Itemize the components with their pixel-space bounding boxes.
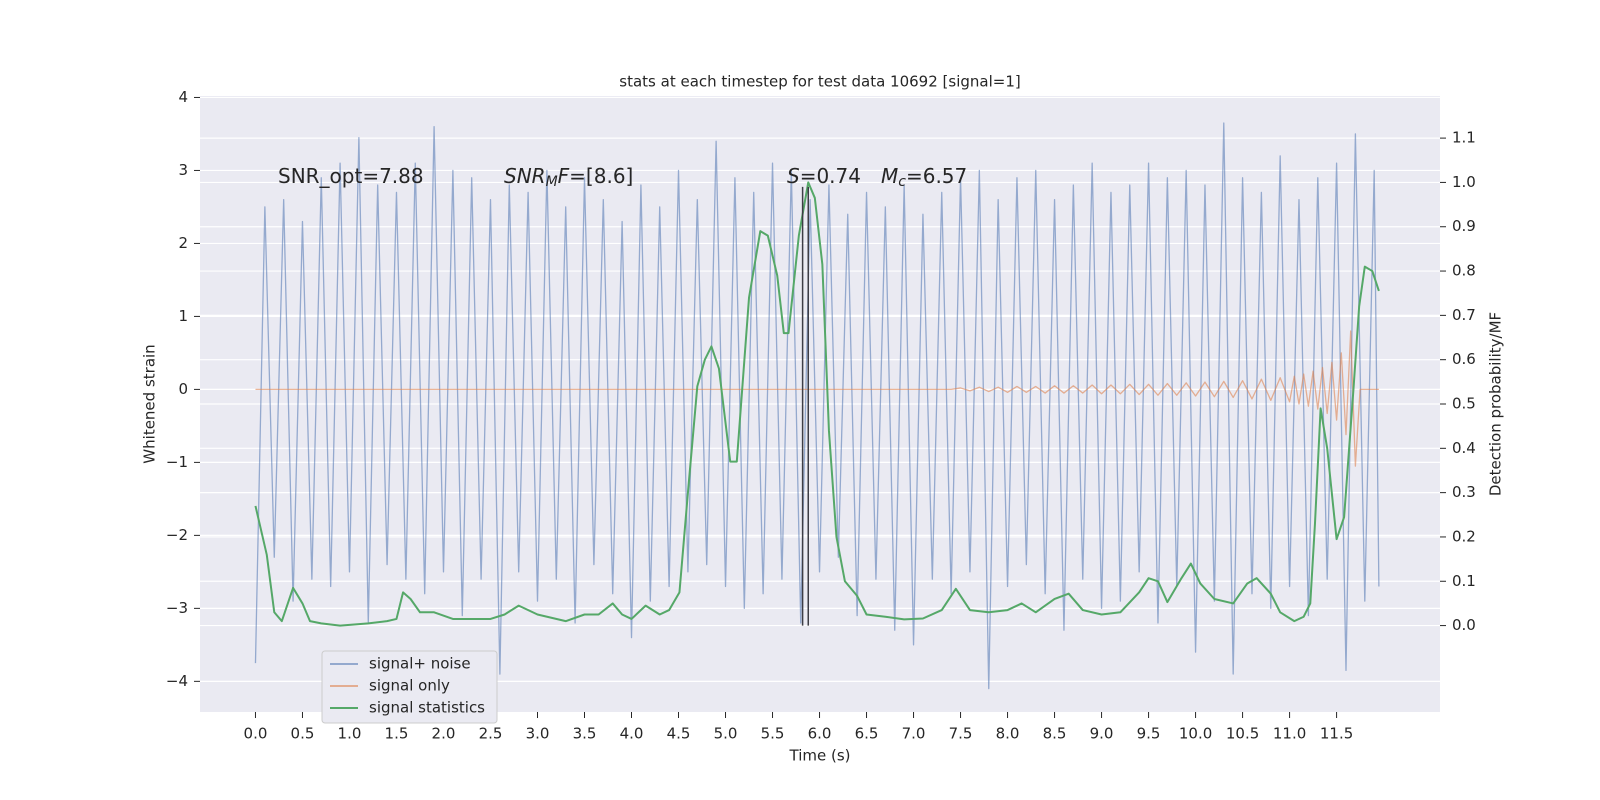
annotation-part: S bbox=[787, 164, 800, 188]
annotation-part: c bbox=[898, 174, 906, 190]
y2-tick-label: 1.0 bbox=[1452, 173, 1476, 191]
x-tick-label: 9.5 bbox=[1137, 725, 1161, 743]
legend-label: signal+ noise bbox=[369, 655, 471, 673]
annotation: S=0.74 bbox=[787, 164, 861, 188]
x-axis-label: Time (s) bbox=[789, 747, 851, 765]
y-tick-label: 2 bbox=[178, 234, 188, 252]
legend-label: signal statistics bbox=[369, 699, 485, 717]
y-tick-label: −1 bbox=[166, 453, 188, 471]
y2-tick-label: 0.6 bbox=[1452, 350, 1476, 368]
series-line bbox=[255, 330, 1379, 467]
x-tick-label: 3.5 bbox=[573, 725, 597, 743]
chart-title: stats at each timestep for test data 106… bbox=[619, 73, 1020, 91]
x-tick-label: 2.0 bbox=[432, 725, 456, 743]
x-tick-label: 10.5 bbox=[1226, 725, 1259, 743]
y-tick-label: 1 bbox=[178, 307, 188, 325]
y-tick-label: 0 bbox=[178, 380, 188, 398]
annotation-part: =[8.6] bbox=[569, 164, 633, 188]
annotation-part: SNR_opt=7.88 bbox=[278, 164, 424, 188]
y-tick-label: −2 bbox=[166, 526, 188, 544]
series-line bbox=[254, 122, 1380, 690]
x-tick-label: 8.0 bbox=[996, 725, 1020, 743]
x-tick-label: 4.0 bbox=[620, 725, 644, 743]
x-tick-label: 6.0 bbox=[808, 725, 832, 743]
y2-tick-label: 1.1 bbox=[1452, 129, 1476, 147]
y2-tick-label: 0.2 bbox=[1452, 527, 1476, 545]
y-tick-label: 4 bbox=[178, 88, 188, 106]
x-tick-label: 2.5 bbox=[479, 725, 503, 743]
series-line bbox=[254, 181, 1380, 627]
x-tick-label: 11.5 bbox=[1320, 725, 1353, 743]
annotation-part: M bbox=[546, 174, 558, 190]
annotation: SNRMF=[8.6] bbox=[504, 164, 633, 191]
y-tick-label: 3 bbox=[178, 161, 188, 179]
annotation: SNR_opt=7.88 bbox=[278, 164, 424, 188]
x-tick-label: 10.0 bbox=[1179, 725, 1212, 743]
y2-tick-label: 0.7 bbox=[1452, 306, 1476, 324]
x-tick-label: 11.0 bbox=[1273, 725, 1306, 743]
annotation: Mc=6.57 bbox=[881, 164, 967, 191]
x-tick-label: 4.5 bbox=[667, 725, 691, 743]
x-tick-label: 8.5 bbox=[1043, 725, 1067, 743]
y2-tick-label: 0.0 bbox=[1452, 616, 1476, 634]
y2-tick-label: 0.8 bbox=[1452, 262, 1476, 280]
x-tick-label: 0.0 bbox=[244, 725, 268, 743]
x-tick-label: 5.5 bbox=[761, 725, 785, 743]
annotation-part: F bbox=[558, 164, 570, 188]
y-axis-label: Whitened strain bbox=[141, 344, 159, 463]
y2-tick-label: 0.9 bbox=[1452, 217, 1476, 235]
y2-tick-label: 0.3 bbox=[1452, 483, 1476, 501]
x-tick-label: 7.0 bbox=[902, 725, 926, 743]
legend-label: signal only bbox=[369, 677, 450, 695]
x-tick-label: 6.5 bbox=[855, 725, 879, 743]
x-tick-label: 9.0 bbox=[1090, 725, 1114, 743]
y2-axis-label: Detection probability/MF bbox=[1487, 312, 1505, 496]
y2-tick-label: 0.5 bbox=[1452, 395, 1476, 413]
legend-box bbox=[321, 650, 498, 724]
annotation-part: SNR bbox=[504, 164, 546, 188]
x-tick-label: 1.5 bbox=[385, 725, 409, 743]
x-tick-label: 1.0 bbox=[338, 725, 362, 743]
y2-tick-label: 0.1 bbox=[1452, 572, 1476, 590]
annotation-part: M bbox=[881, 164, 898, 188]
x-tick-label: 0.5 bbox=[291, 725, 315, 743]
x-tick-label: 7.5 bbox=[949, 725, 973, 743]
x-tick-label: 5.0 bbox=[714, 725, 738, 743]
annotation-part: =6.57 bbox=[906, 164, 967, 188]
x-tick-label: 3.0 bbox=[526, 725, 550, 743]
y-tick-label: −3 bbox=[166, 599, 188, 617]
y-tick-label: −4 bbox=[166, 672, 188, 690]
y2-tick-label: 0.4 bbox=[1452, 439, 1476, 457]
annotation-part: =0.74 bbox=[800, 164, 861, 188]
